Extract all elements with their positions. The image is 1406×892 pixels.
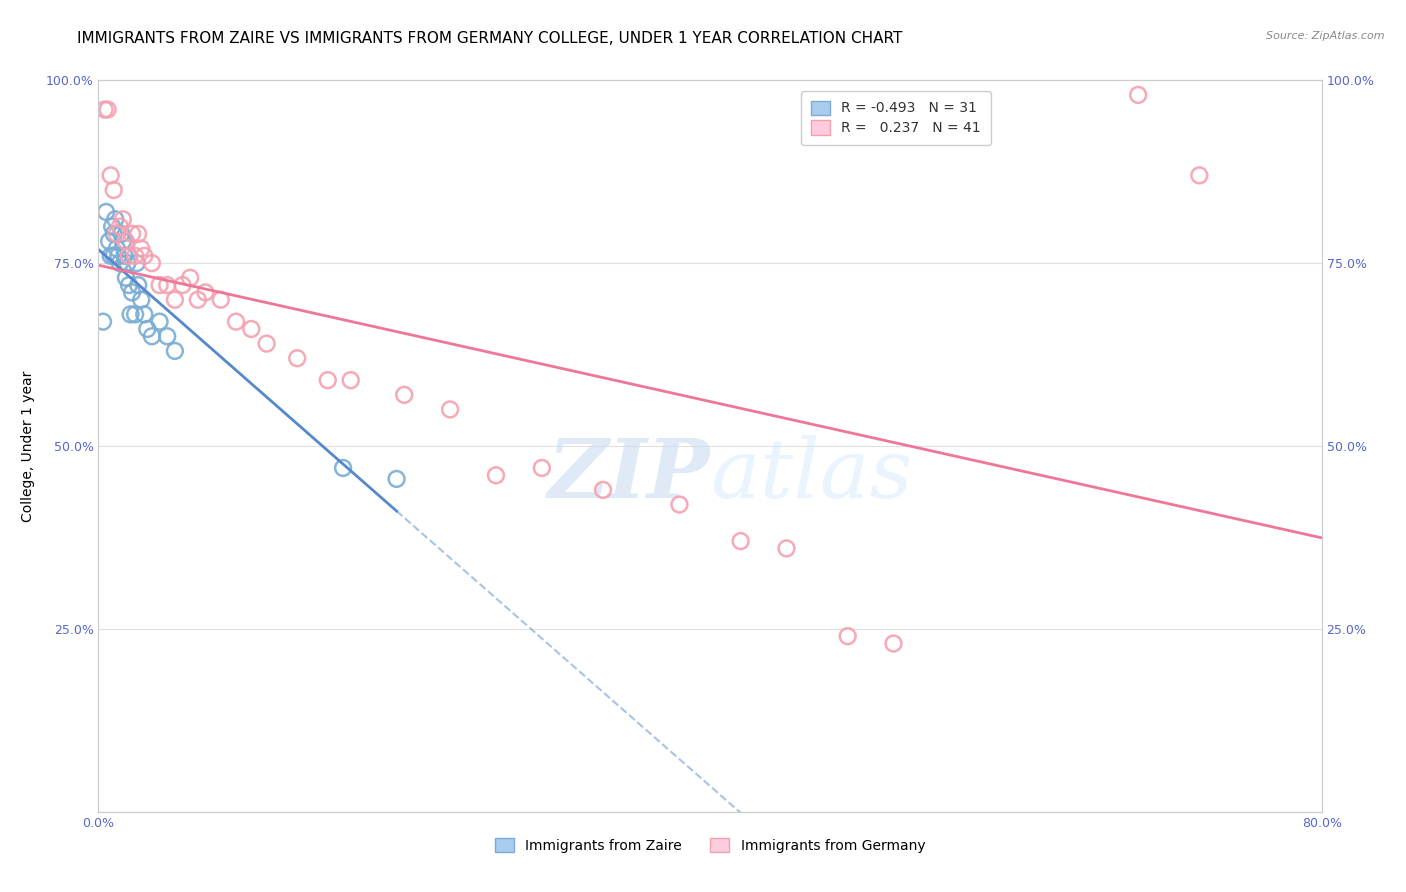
Point (107, 249, 129, 263)
Point (129, 293, 152, 307)
Point (105, 227, 128, 241)
Point (775, 541, 797, 556)
Point (149, 278, 172, 293)
Point (127, 278, 149, 293)
Point (285, 351, 308, 366)
Point (156, 329, 179, 343)
Point (332, 461, 354, 475)
Point (156, 278, 179, 293)
Text: Source: ZipAtlas.com: Source: ZipAtlas.com (1267, 31, 1385, 41)
Point (103, 183, 125, 197)
Point (225, 315, 247, 329)
Point (121, 227, 143, 241)
Point (91, 315, 114, 329)
Point (149, 315, 172, 329)
Point (115, 270, 138, 285)
Point (94, 205, 117, 219)
Point (125, 256, 148, 270)
Point (1188, 169, 1211, 183)
Point (240, 322, 263, 336)
Point (837, 629, 859, 643)
Point (127, 227, 149, 241)
Point (194, 285, 217, 300)
Point (385, 472, 408, 486)
Point (256, 336, 278, 351)
Point (104, 212, 127, 227)
Point (101, 219, 124, 234)
Point (93, 103, 115, 117)
Point (97, 103, 120, 117)
Point (117, 256, 139, 270)
Point (129, 242, 152, 256)
Point (124, 249, 146, 263)
Point (115, 234, 138, 248)
Point (111, 234, 134, 248)
Point (108, 256, 131, 270)
Point (730, 534, 752, 549)
Text: atlas: atlas (710, 435, 912, 516)
Point (163, 293, 186, 307)
Point (187, 293, 209, 307)
Point (1128, 87, 1150, 102)
Text: IMMIGRANTS FROM ZAIRE VS IMMIGRANTS FROM GERMANY COLLEGE, UNDER 1 YEAR CORRELATI: IMMIGRANTS FROM ZAIRE VS IMMIGRANTS FROM… (77, 31, 903, 46)
Point (121, 285, 143, 300)
Point (112, 249, 135, 263)
Point (592, 483, 614, 497)
Point (163, 343, 186, 358)
Point (172, 278, 194, 293)
Point (111, 212, 134, 227)
Point (316, 373, 339, 387)
Point (134, 249, 156, 263)
Point (120, 307, 142, 321)
Point (98, 234, 121, 248)
Point (134, 307, 156, 321)
Point (100, 169, 122, 183)
Point (108, 219, 131, 234)
Point (179, 270, 201, 285)
Legend: Immigrants from Zaire, Immigrants from Germany: Immigrants from Zaire, Immigrants from G… (488, 831, 932, 860)
Point (141, 256, 163, 270)
Point (668, 498, 690, 512)
Point (485, 468, 508, 483)
Point (136, 322, 159, 336)
Point (118, 278, 141, 293)
Y-axis label: College, Under 1 year: College, Under 1 year (21, 370, 35, 522)
Point (118, 249, 141, 263)
Point (530, 461, 553, 475)
Point (339, 373, 361, 387)
Point (103, 227, 125, 241)
Point (103, 249, 125, 263)
Point (100, 249, 122, 263)
Point (439, 402, 461, 417)
Point (141, 329, 163, 343)
Text: ZIP: ZIP (547, 435, 710, 516)
Point (209, 293, 232, 307)
Point (392, 388, 416, 402)
Point (110, 227, 132, 241)
Point (124, 307, 146, 321)
Point (105, 242, 128, 256)
Point (883, 636, 905, 650)
